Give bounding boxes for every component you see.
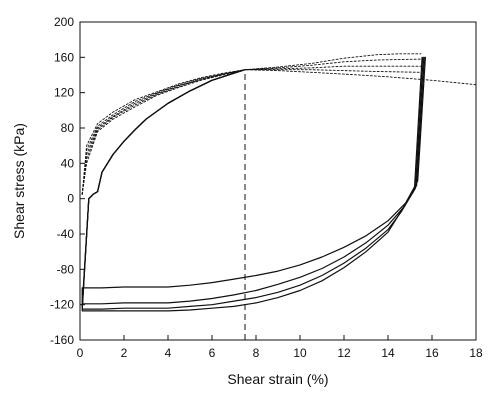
y-tick-label: 40 [61,156,75,170]
x-tick-label: 2 [121,346,128,360]
y-tick-label: 0 [67,192,74,206]
series-6-line [81,56,426,307]
x-axis-title: Shear strain (%) [227,371,328,387]
series-4-line [81,69,422,195]
y-tick-label: 80 [61,121,75,135]
y-tick-label: 120 [54,86,74,100]
series-1-line [81,53,422,195]
series-layer [81,53,477,312]
x-tick-label: 14 [381,346,395,360]
y-tick-label: 160 [54,50,74,64]
series-9-line [81,56,423,312]
y-tick-label: -160 [50,333,74,347]
series-2-line [81,58,422,195]
x-tick-label: 12 [337,346,351,360]
x-tick-label: 6 [209,346,216,360]
series-3-line [81,65,422,195]
series-8-line [81,56,424,310]
y-axis-ticks: 200 160 120 80 40 0 -40 -80 -120 -160 [50,15,85,347]
y-tick-label: -80 [57,262,75,276]
plot-frame [79,21,477,341]
series-7-line [81,56,425,307]
y-tick-label: -40 [57,227,75,241]
y-tick-label: -120 [50,298,74,312]
x-tick-label: 18 [469,346,483,360]
series-5-line [81,69,477,195]
x-tick-label: 8 [253,346,260,360]
x-tick-label: 10 [293,346,307,360]
y-axis-title: Shear stress (kPa) [11,123,27,239]
x-tick-label: 0 [77,346,84,360]
x-axis-ticks: 0 2 4 6 8 10 12 14 16 18 [77,335,483,360]
x-tick-label: 16 [425,346,439,360]
x-tick-label: 4 [165,346,172,360]
y-tick-label: 200 [54,15,74,29]
